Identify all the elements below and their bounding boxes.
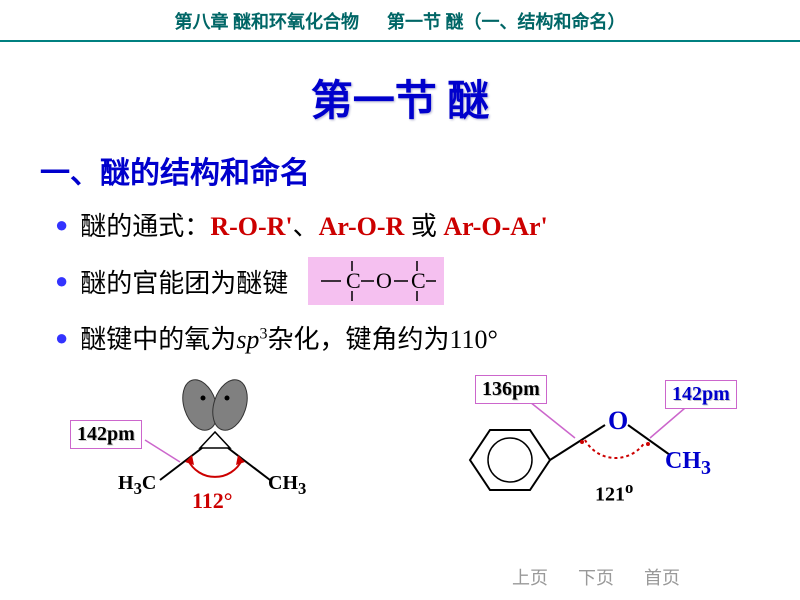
slide-nav: 上页 下页 首页 bbox=[512, 564, 680, 590]
angle-label: 112° bbox=[192, 488, 233, 514]
bullet1-prefix: 醚的通式： bbox=[80, 212, 210, 241]
header-section: 第一节 醚（一、结构和命名） bbox=[387, 12, 626, 32]
header-chapter: 第八章 醚和环氧化合物 bbox=[175, 12, 360, 32]
bullet-icon: ● bbox=[55, 325, 68, 351]
main-title: 第一节 醚 bbox=[0, 67, 800, 128]
bullet-1: ● 醚的通式：R-O-R'、Ar-O-R 或 Ar-O-Ar' bbox=[55, 206, 800, 243]
nav-first[interactable]: 首页 bbox=[644, 564, 680, 590]
bullet2-text: 醚的官能团为醚键 bbox=[80, 263, 288, 300]
formula-2: Ar-O-R bbox=[319, 212, 405, 241]
nav-prev[interactable]: 上页 bbox=[512, 564, 548, 590]
nav-next[interactable]: 下页 bbox=[578, 564, 614, 590]
formula-1: R-O-R' bbox=[210, 212, 292, 241]
angle-label-2: 121o bbox=[595, 478, 633, 507]
ch3-label: CH3 bbox=[665, 448, 711, 480]
bond-length-left: 136pm bbox=[475, 375, 547, 404]
bullet-2: ● 醚的官能团为醚键 C O C bbox=[55, 257, 800, 305]
bullet-icon: ● bbox=[55, 212, 68, 238]
bond-length-label: 142pm bbox=[70, 420, 142, 449]
slide-header: 第八章 醚和环氧化合物 第一节 醚（一、结构和命名） bbox=[0, 0, 800, 42]
svg-text:C: C bbox=[346, 268, 361, 293]
svg-text:O: O bbox=[376, 268, 392, 293]
anisole-diagram: 136pm 142pm O CH3 121o bbox=[410, 370, 730, 530]
dimethyl-ether-diagram: 142pm H3C CH3 112° bbox=[70, 370, 350, 530]
svg-text:C: C bbox=[411, 268, 426, 293]
section-heading: 一、醚的结构和命名 bbox=[40, 148, 800, 192]
bullet-icon: ● bbox=[55, 268, 68, 294]
molecular-diagrams: 142pm H3C CH3 112° 136pm 142pm O CH3 121… bbox=[0, 370, 800, 530]
right-group: CH3 bbox=[268, 472, 306, 499]
oxygen-label: O bbox=[608, 406, 628, 436]
left-group: H3C bbox=[118, 472, 156, 499]
bond-length-right: 142pm bbox=[665, 380, 737, 409]
formula-3: Ar-O-Ar' bbox=[443, 212, 547, 241]
bullet-3: ● 醚键中的氧为sp3杂化，键角约为110° bbox=[55, 319, 800, 356]
ether-svg: C O C bbox=[316, 261, 436, 301]
ether-bond-diagram: C O C bbox=[308, 257, 444, 305]
